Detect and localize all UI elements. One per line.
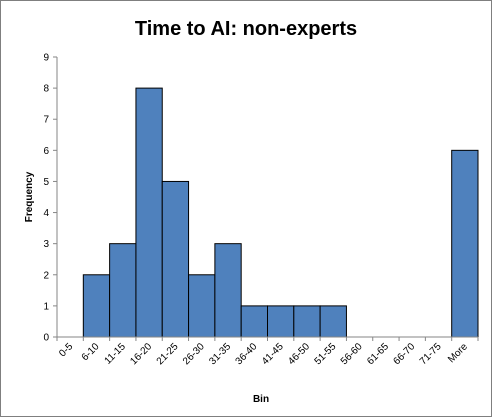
y-tick-label: 0 — [43, 333, 49, 344]
bar-51-55 — [319, 305, 347, 338]
bar-41-45 — [267, 305, 295, 338]
y-tick-label: 2 — [43, 270, 49, 281]
bar-11-15 — [109, 243, 137, 338]
x-tick-label: 21-25 — [155, 341, 181, 367]
x-axis: 0-5 6-10 11-15 16-20 21-25 26-30 31-35 36-40 41-… — [56, 336, 479, 367]
bar-More — [451, 149, 479, 338]
x-tick-label: 16-20 — [128, 341, 154, 367]
x-tick-label: 36-40 — [234, 341, 260, 367]
y-axis-title: Frequency — [24, 171, 35, 222]
y-tick-label: 7 — [43, 115, 49, 126]
x-tick-label: 11-15 — [103, 341, 129, 367]
x-tick-label: 0-5 — [57, 341, 75, 359]
bar-16-20 — [135, 87, 163, 338]
x-tick-label: 71-75 — [418, 341, 444, 367]
y-tick-label: 9 — [43, 53, 49, 64]
x-tick-label: 56-60 — [339, 341, 365, 367]
y-tick-label: 4 — [43, 208, 49, 219]
y-axis: 0 1 2 3 4 5 6 7 8 9 — [43, 53, 58, 344]
bar-6-10 — [82, 274, 111, 338]
bars-group — [82, 87, 479, 338]
x-tick-label: 26-30 — [181, 341, 207, 367]
bar-31-35 — [214, 243, 242, 338]
y-tick-label: 6 — [43, 146, 49, 157]
bar-26-30 — [188, 274, 216, 338]
x-tick-label: 51-55 — [313, 341, 339, 367]
x-tick-label: 66-70 — [391, 341, 417, 367]
x-tick-label: 31-35 — [207, 341, 233, 367]
bar-36-40 — [240, 305, 268, 338]
x-axis-title: Bin — [253, 394, 269, 405]
chart-title: Time to AI: non-experts — [135, 18, 357, 40]
y-tick-label: 5 — [43, 177, 49, 188]
x-tick-label: More — [446, 341, 470, 365]
x-tick-label: 6-10 — [80, 341, 102, 363]
x-tick-label: 46-50 — [286, 341, 312, 367]
x-tick-label: 41-45 — [260, 341, 286, 367]
x-tick-label: 61-65 — [365, 341, 391, 367]
bar-46-50 — [293, 305, 321, 338]
y-tick-label: 1 — [43, 301, 49, 312]
bar-21-25 — [161, 180, 190, 338]
y-tick-label: 8 — [43, 84, 49, 95]
y-tick-label: 3 — [43, 239, 49, 250]
